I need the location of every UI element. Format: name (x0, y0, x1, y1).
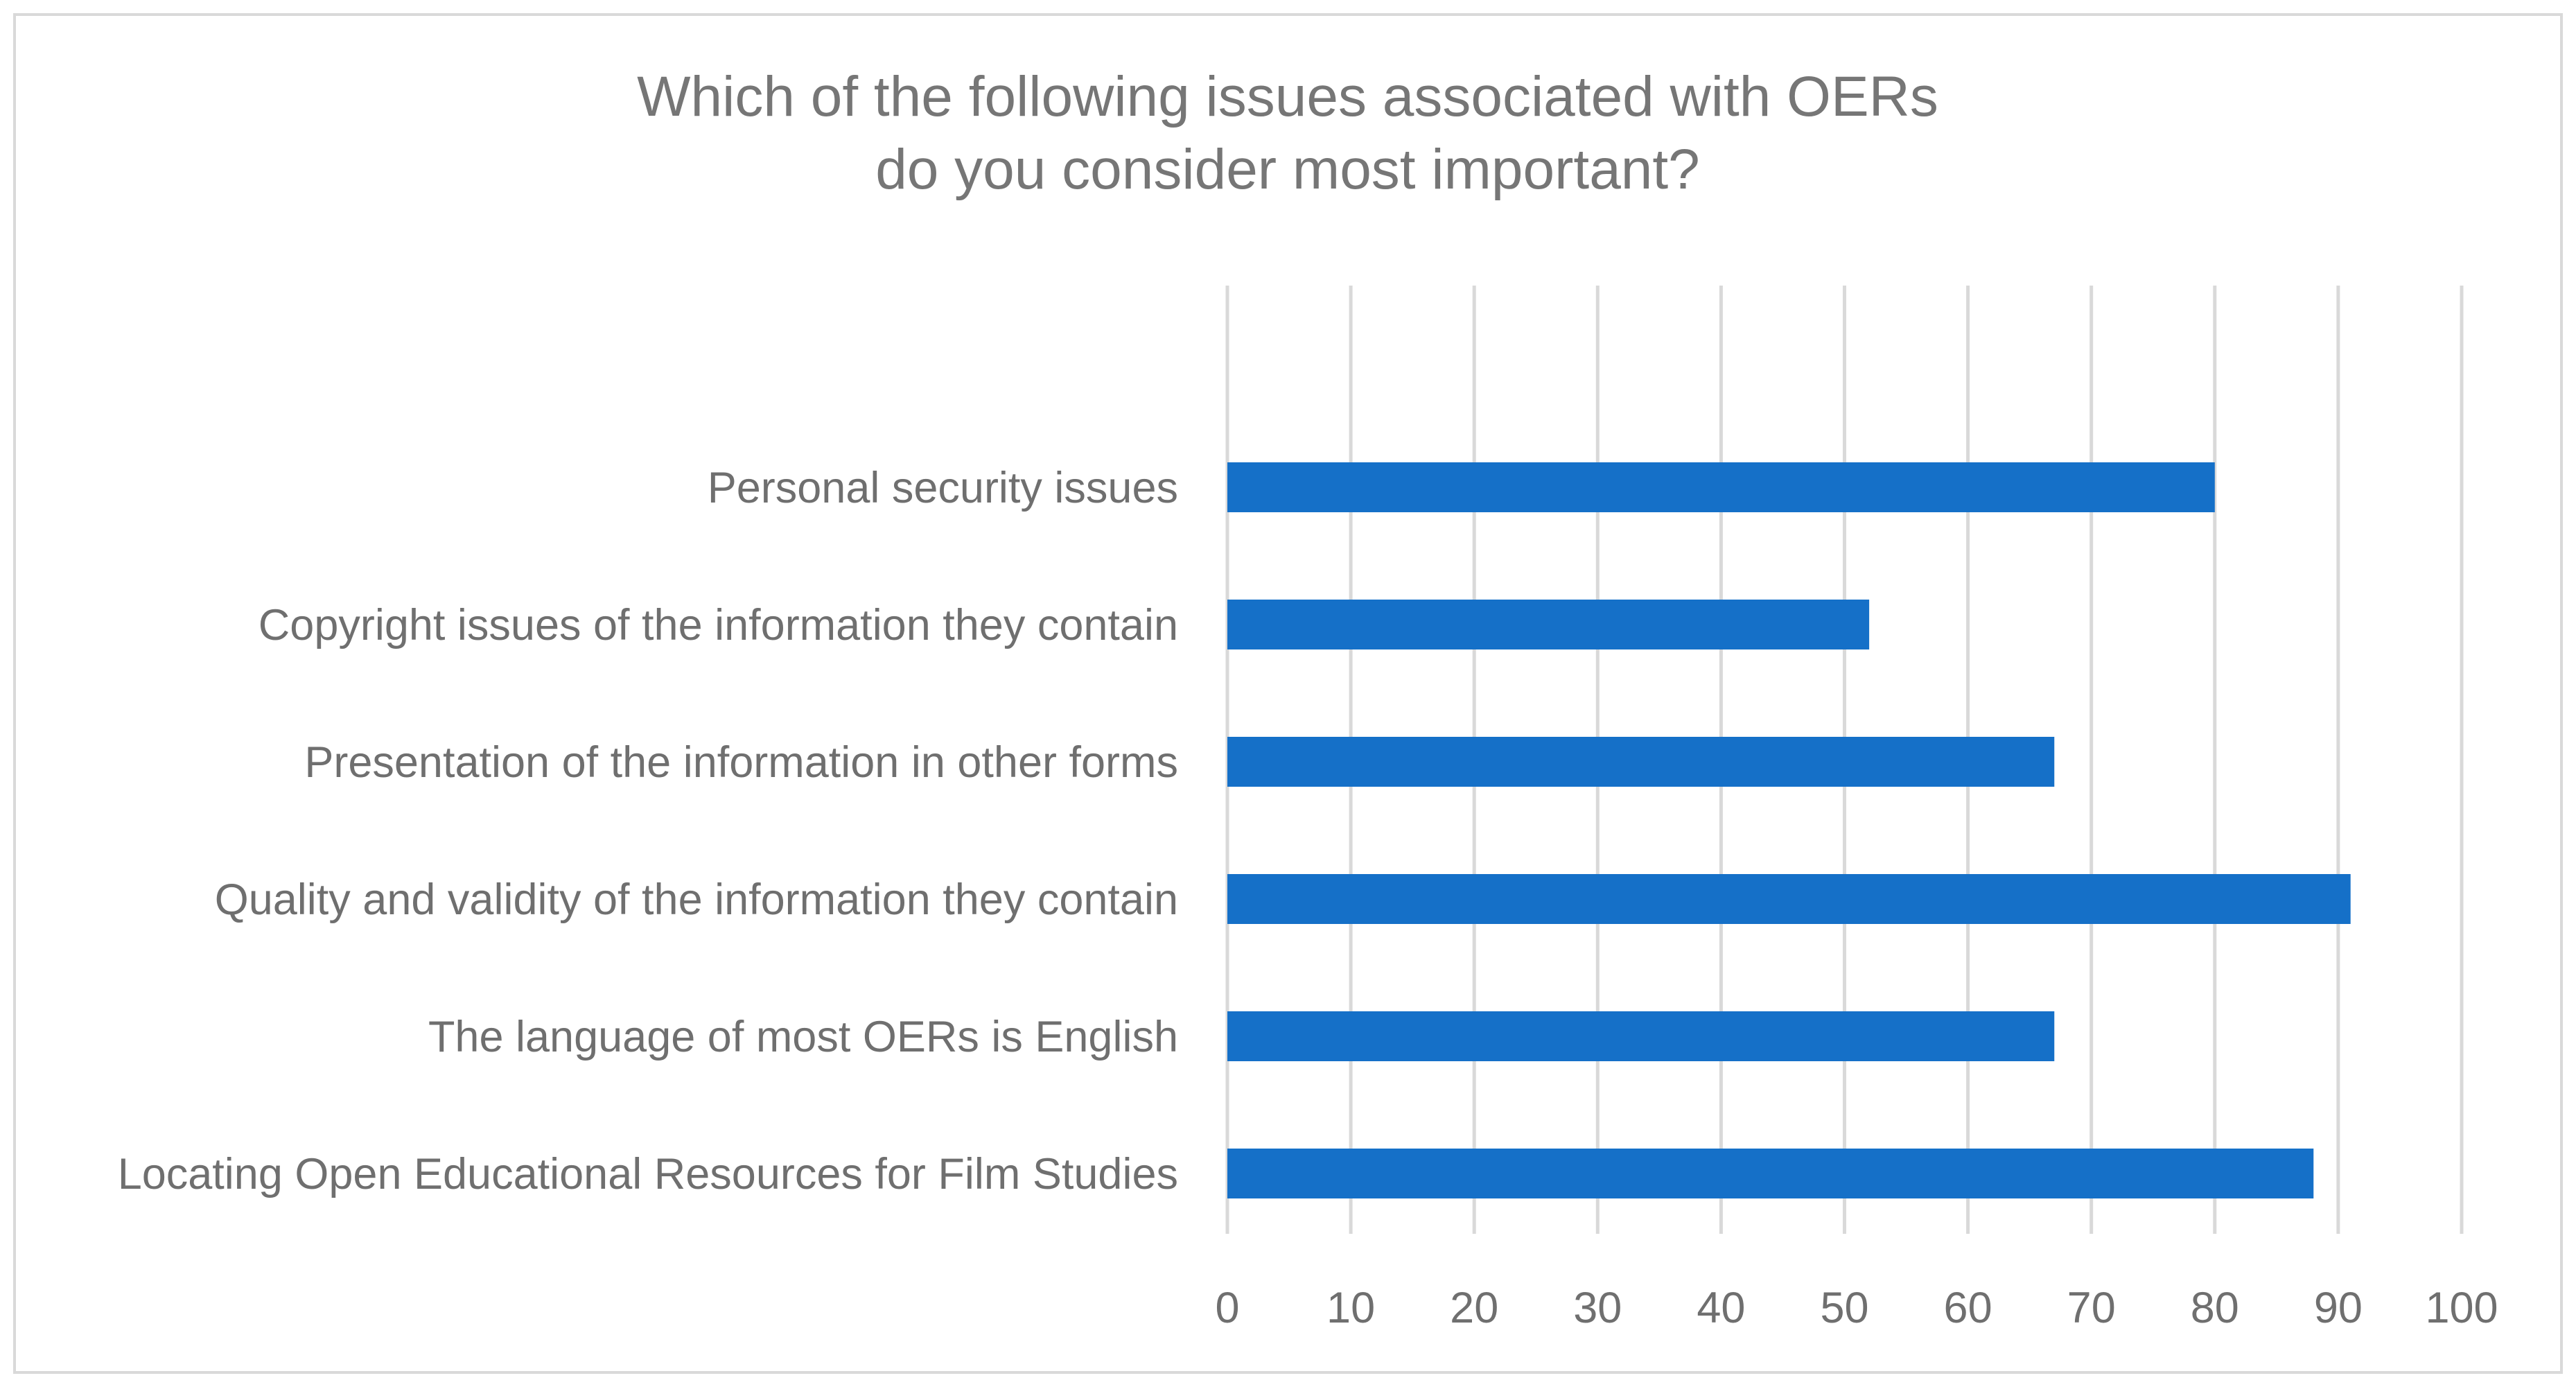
x-tick-label: 90 (2314, 1284, 2363, 1332)
category-labels: Personal security issues Copyright issues… (118, 464, 1178, 1198)
bar (1227, 600, 1870, 649)
x-tick-label: 0 (1215, 1284, 1239, 1332)
chart-title-line-2: do you consider most important? (875, 138, 1700, 201)
x-tick-label: 10 (1326, 1284, 1375, 1332)
bar (1227, 874, 2351, 924)
chart-title-line-1: Which of the following issues associated… (637, 65, 1938, 128)
x-tick-label: 80 (2191, 1284, 2239, 1332)
x-tick-label: 100 (2425, 1284, 2498, 1332)
x-tick-label: 60 (1944, 1284, 1992, 1332)
x-tick-label: 70 (2067, 1284, 2116, 1332)
category-label: Locating Open Educational Resources for … (118, 1150, 1178, 1198)
x-tick-label: 40 (1697, 1284, 1745, 1332)
chart-frame (13, 13, 2563, 1374)
category-label: Personal security issues (708, 464, 1178, 512)
x-axis-tick-labels: 0 10 20 30 40 50 60 70 80 90 100 (1215, 1284, 2498, 1332)
x-tick-label: 20 (1450, 1284, 1498, 1332)
bar (1227, 737, 2055, 787)
category-label: Presentation of the information in other… (304, 738, 1178, 787)
x-tick-label: 30 (1573, 1284, 1622, 1332)
bar (1227, 1149, 2314, 1198)
bar (1227, 462, 2215, 512)
x-tick-label: 50 (1820, 1284, 1868, 1332)
bars (1227, 462, 2351, 1198)
category-label: The language of most OERs is English (428, 1013, 1178, 1061)
category-label: Quality and validity of the information … (215, 875, 1178, 924)
category-label: Copyright issues of the information they… (259, 601, 1178, 649)
bar (1227, 1011, 2055, 1061)
gridlines (1225, 286, 2464, 1234)
